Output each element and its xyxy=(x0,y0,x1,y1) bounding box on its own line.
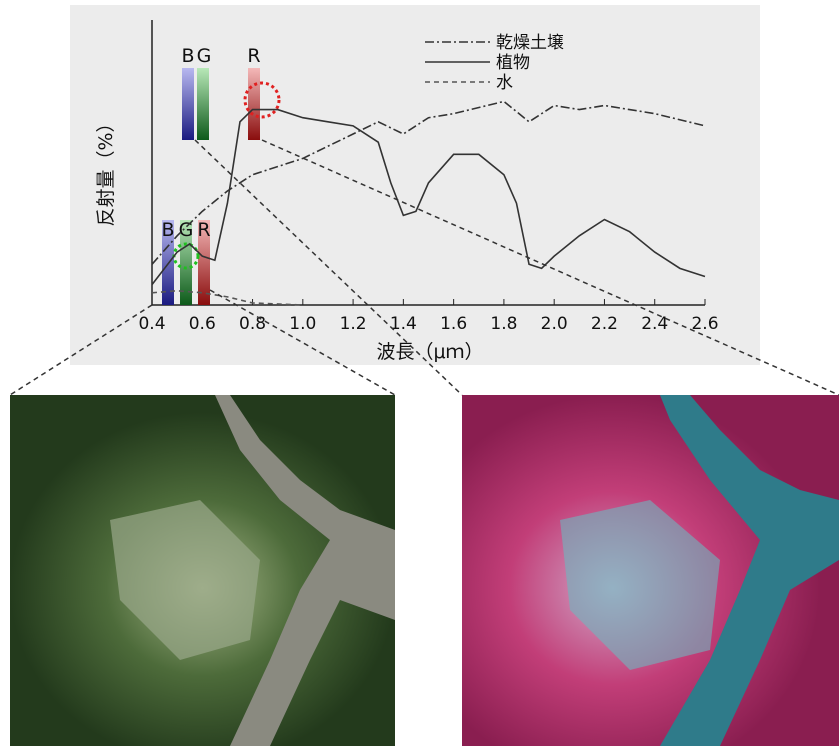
legend-label: 乾燥土壌 xyxy=(496,33,564,53)
x-tick-label: 2.6 xyxy=(691,314,718,334)
natural-color-image xyxy=(10,395,395,746)
band-label: B xyxy=(181,45,194,67)
x-tick-label: 1.4 xyxy=(390,314,417,334)
legend-label: 植物 xyxy=(496,53,530,73)
false-color-image xyxy=(462,395,839,746)
band-label: R xyxy=(197,219,210,241)
x-axis-label: 波長（μｍ） xyxy=(376,341,483,363)
x-tick-label: 1.6 xyxy=(440,314,467,334)
x-tick-label: 1.8 xyxy=(490,314,517,334)
x-tick-label: 1.2 xyxy=(340,314,367,334)
band-bar xyxy=(182,68,194,140)
y-axis-label: 反射量（%） xyxy=(95,113,117,226)
band-label: G xyxy=(197,45,212,67)
band-label: B xyxy=(161,219,174,241)
band-label: R xyxy=(247,45,260,67)
band-bar xyxy=(197,68,209,140)
x-tick-label: 2.4 xyxy=(641,314,668,334)
x-tick-label: 0.6 xyxy=(189,314,216,334)
x-tick-label: 2.2 xyxy=(591,314,618,334)
figure: 0.4 0.6 0.8 1.0 1.2 1.4 1.6 1.8 2.0 2.2 2.4 2.6 波長（μ… xyxy=(0,0,839,746)
x-tick-label: 0.8 xyxy=(239,314,266,334)
band-bar xyxy=(248,68,260,140)
x-tick-label: 2.0 xyxy=(541,314,568,334)
x-tick-label: 1.0 xyxy=(289,314,316,334)
x-tick-label: 0.4 xyxy=(138,314,165,334)
legend-label: 水 xyxy=(496,73,513,93)
chart-background xyxy=(70,5,760,365)
